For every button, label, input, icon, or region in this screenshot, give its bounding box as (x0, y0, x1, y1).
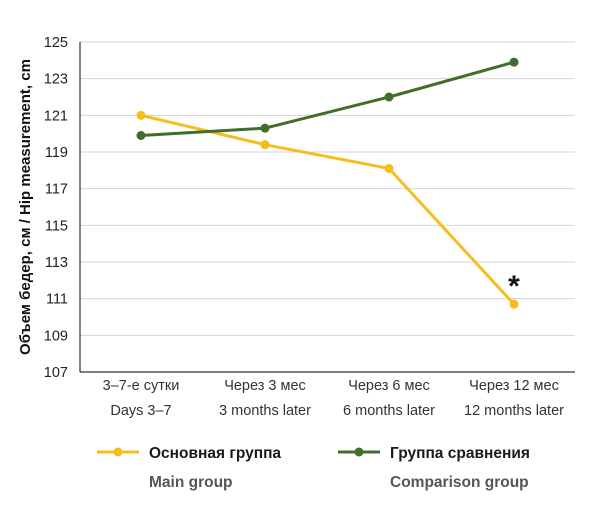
data-point-series-2 (509, 57, 519, 67)
data-point-series-1 (384, 164, 394, 173)
legend-swatch-marker (354, 447, 364, 457)
legend-label-en: Main group (149, 474, 233, 491)
legend-label: Основная группа (149, 445, 281, 462)
y-tick-label: 115 (45, 218, 68, 234)
y-tick-label: 117 (45, 182, 68, 198)
series-line-1 (140, 113, 516, 306)
data-point-series-2 (260, 123, 270, 133)
legend-label: Группа сравнения (390, 445, 530, 462)
axes (79, 42, 575, 373)
y-tick-label: 107 (44, 365, 68, 381)
y-tick-label: 123 (44, 72, 68, 88)
annotations: * (508, 270, 520, 303)
y-tick-label: 119 (45, 145, 68, 161)
y-tick-label: 125 (44, 35, 68, 51)
x-category-label-en: 3 months later (219, 403, 311, 419)
y-tick-label: 109 (44, 328, 68, 344)
x-category-label-ru: Через 3 мес (224, 378, 306, 394)
y-tick-label: 111 (46, 292, 68, 308)
x-category-label-en: Days 3–7 (110, 403, 171, 419)
data-point-series-1 (260, 140, 270, 150)
x-category-label-en: 6 months later (343, 403, 435, 419)
y-axis-title: Объем бедер, см / Hip measurement, cm (17, 59, 34, 355)
x-category-labels: 3–7-е сутки Days 3–7 Через 3 мес 3 months l… (103, 378, 564, 419)
significance-asterisk: * (508, 270, 520, 303)
x-category-label-ru: Через 12 мес (469, 378, 559, 394)
x-category-label-ru: 3–7-е сутки (103, 378, 180, 394)
legend-label-en: Comparison group (390, 474, 529, 491)
legend-swatch-marker (113, 447, 123, 457)
y-tick-labels: 107 109 111 113 115 117 119 121 123 125 (44, 35, 68, 381)
data-series (136, 57, 519, 309)
y-tick-label: 113 (45, 255, 68, 271)
data-point-series-2 (136, 131, 146, 140)
series-line-2 (140, 60, 515, 137)
y-tick-label: 121 (44, 108, 68, 124)
x-category-label-ru: Через 6 мес (348, 378, 430, 394)
data-point-series-1 (136, 110, 146, 120)
data-point-series-1 (509, 299, 519, 309)
legend: Основная группа Main group Группа сравнени… (97, 445, 530, 491)
x-category-label-en: 12 months later (464, 403, 564, 419)
grid-lines (80, 41, 575, 336)
data-point-series-2 (384, 92, 394, 102)
